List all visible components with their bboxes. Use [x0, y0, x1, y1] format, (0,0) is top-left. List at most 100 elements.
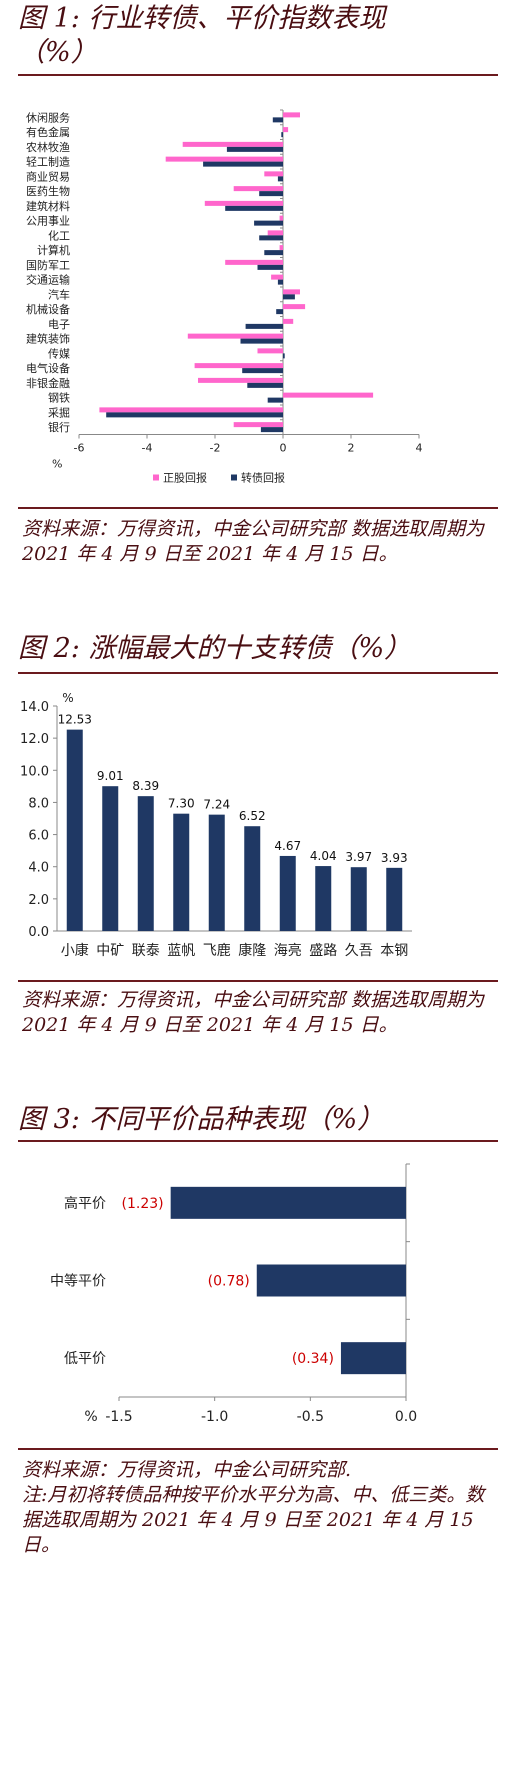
bar	[386, 867, 403, 931]
category-label: 公用事业	[26, 215, 70, 228]
bar-bond	[276, 309, 283, 315]
fig1-source-rule	[18, 507, 498, 509]
legend-swatch	[153, 474, 159, 481]
category-label: 钢铁	[48, 392, 70, 405]
fig3-source-line1: 资料来源：万得资讯，中金公司研究部.	[22, 1459, 352, 1481]
bar-bond	[240, 338, 283, 344]
bar-bond	[264, 250, 283, 256]
data-label: (0.78)	[208, 1274, 250, 1290]
bar-bond	[283, 353, 285, 359]
bar	[279, 855, 296, 931]
data-label: 4.04	[310, 849, 337, 863]
data-label: 3.97	[345, 850, 372, 864]
bar-bond	[272, 117, 283, 123]
bar-bond	[203, 161, 283, 167]
bar-stock	[283, 289, 300, 295]
x-tick-label: -0.5	[297, 1409, 324, 1425]
legend-label: 转债回报	[241, 471, 285, 485]
bar-stock	[283, 318, 294, 324]
category-label: 医药生物	[26, 184, 70, 198]
fig3-source: 资料来源：万得资讯，中金公司研究部. 注:月初将转债品种按平价水平分为高、中、低…	[22, 1458, 492, 1558]
y-tick-label: 8.0	[28, 796, 49, 811]
bar	[102, 786, 119, 931]
category-label: 轻工制造	[26, 155, 70, 169]
data-label: (0.34)	[292, 1351, 334, 1367]
bar-stock	[182, 141, 283, 147]
bar	[244, 826, 261, 931]
bar	[340, 1342, 406, 1375]
bar-stock	[283, 304, 306, 310]
category-label: 康隆	[238, 942, 266, 959]
bar-bond	[247, 382, 283, 388]
bar-stock	[257, 348, 283, 354]
fig1-title: 图 1: 行业转债、平价指数表现 （%）	[18, 2, 385, 70]
data-label: 7.30	[168, 797, 195, 811]
bar-bond	[281, 132, 283, 138]
fig3-source-line2: 注:月初将转债品种按平价水平分为高、中、低三类。数据选取周期为 2021 年 4…	[22, 1484, 485, 1556]
y-tick-label: 6.0	[28, 829, 49, 844]
data-label: 7.24	[203, 798, 230, 812]
category-label: 低平价	[64, 1351, 106, 1367]
bar-bond	[254, 220, 283, 226]
category-label: 建筑材料	[26, 199, 70, 213]
category-label: 交通运输	[26, 273, 70, 287]
data-label: 6.52	[239, 809, 266, 823]
bar	[256, 1264, 406, 1297]
category-label: 化工	[48, 228, 70, 242]
bar-bond	[226, 146, 283, 152]
bar	[208, 814, 225, 931]
category-label: 银行	[48, 420, 70, 434]
fig3-title-rule	[18, 1140, 498, 1142]
x-tick-label: -2	[210, 442, 221, 455]
bar-stock	[279, 245, 283, 251]
fig3-chart: -1.5 -1.0 -0.5 0.0% (1.23) 高平价 (0.78) 中等平价 (0.34…	[50, 1163, 417, 1425]
unit-label: %	[52, 458, 62, 471]
fig2-source: 资料来源：万得资讯，中金公司研究部 数据选取周期为 2021 年 4 月 9 日…	[22, 989, 485, 1036]
bar-bond	[267, 397, 283, 403]
category-label: 汽车	[48, 287, 70, 301]
category-label: 传媒	[48, 347, 70, 360]
bar-stock	[225, 259, 283, 265]
category-label: 蓝帆	[167, 943, 195, 959]
fig3-title: 图 3: 不同平价品种表现（%）	[18, 1104, 385, 1135]
data-label: 9.01	[97, 769, 124, 783]
x-tick-label: -6	[74, 442, 85, 455]
category-label: 电气设备	[26, 361, 70, 375]
x-tick-label: 2	[348, 442, 355, 455]
bar-stock	[204, 200, 283, 206]
bar-bond	[106, 412, 283, 418]
bar-stock	[233, 422, 283, 428]
unit-label: %	[62, 691, 73, 705]
bar-bond	[277, 176, 283, 182]
x-tick-label: 4	[416, 442, 423, 455]
fig2-chart: 0.0 2.0 4.0 6.0 8.0 10.0 12.0 14.0% 12.53 小康 9.01 中…	[20, 691, 412, 959]
category-label: 小康	[61, 942, 89, 959]
category-label: 机械设备	[26, 302, 70, 316]
category-label: 非银金融	[26, 376, 70, 390]
bar-stock	[267, 230, 283, 236]
fig1-chart: -6 -4 -2 0 2 4% 休闲服务有色金属农林牧渔轻工制造商业贸易医药生物建筑材料公用…	[26, 109, 423, 485]
bar-stock	[283, 112, 300, 118]
x-tick-label: -4	[142, 442, 153, 455]
bar-stock	[283, 127, 289, 133]
x-tick-label: -1.0	[201, 1409, 228, 1425]
category-label: 中等平价	[50, 1273, 106, 1290]
category-label: 联泰	[132, 943, 160, 959]
category-label: 飞鹿	[203, 942, 231, 959]
bar	[66, 729, 83, 931]
legend-swatch	[231, 474, 237, 481]
category-label: 久吾	[345, 943, 373, 959]
bar-stock	[271, 274, 283, 280]
category-label: 电子	[48, 318, 70, 331]
bar	[173, 813, 190, 931]
bar-stock	[194, 363, 283, 369]
y-tick-label: 2.0	[28, 893, 49, 908]
category-label: 中矿	[96, 943, 124, 959]
fig2-title: 图 2: 涨幅最大的十支转债（%）	[18, 633, 412, 664]
fig1-title-line1: 图 1: 行业转债、平价指数表现	[18, 3, 386, 34]
data-label: 12.53	[58, 713, 92, 727]
bar-bond	[245, 323, 283, 329]
category-label: 本钢	[380, 943, 408, 959]
bar-bond	[260, 427, 283, 433]
x-tick-label: -1.5	[105, 1409, 132, 1425]
